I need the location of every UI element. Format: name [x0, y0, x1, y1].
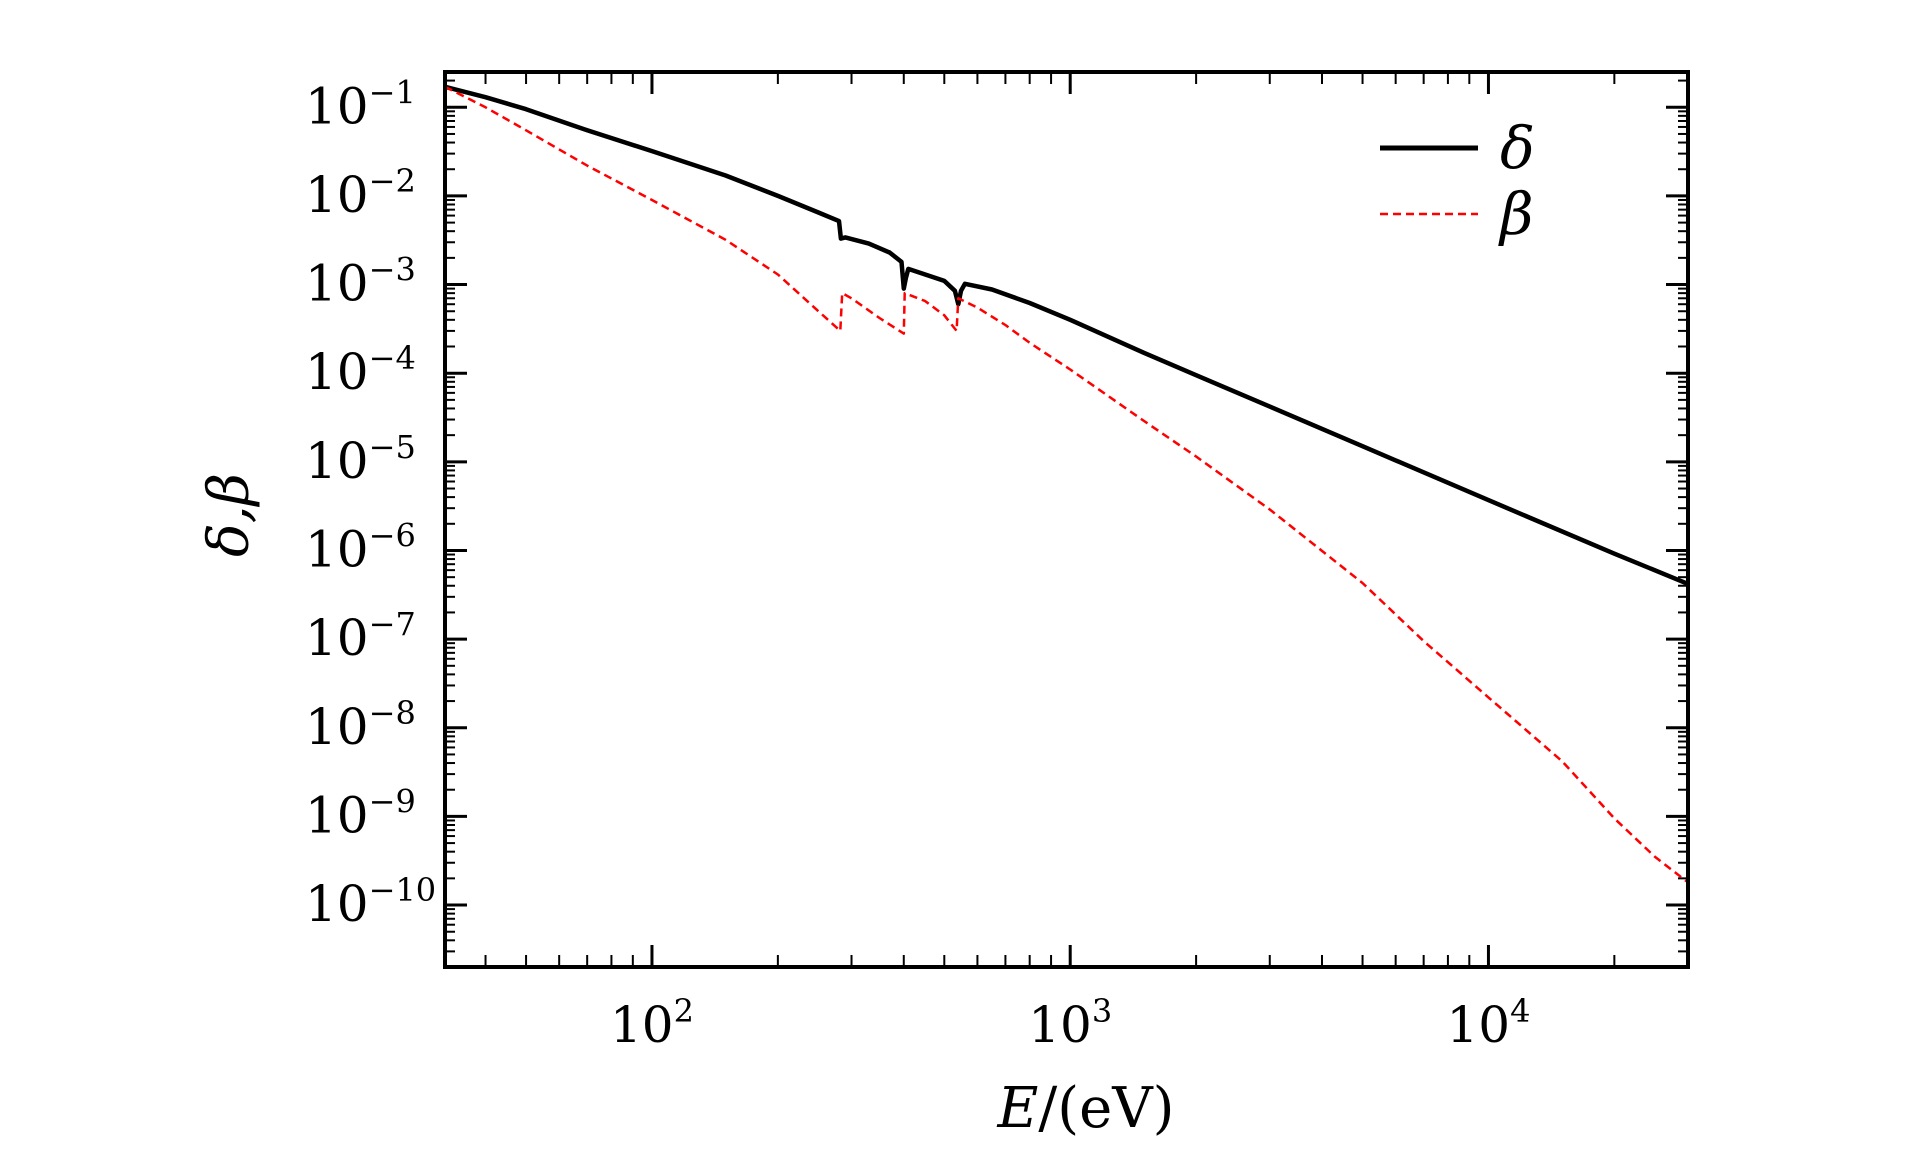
x-tick-exp-1: 3	[1092, 992, 1112, 1030]
x-axis-label: E/(eV)	[996, 1076, 1174, 1141]
x-axis-label-italic: E	[996, 1076, 1038, 1141]
x-axis-label-rest: /(eV)	[1038, 1076, 1174, 1141]
y-tick-exp-1: −2	[369, 162, 416, 200]
legend-label-delta: δ	[1500, 114, 1535, 182]
y-tick-labels: 10−110−210−310−410−510−610−710−810−910−1…	[305, 73, 436, 933]
y-tick-base-1: 10	[305, 166, 369, 224]
x-tick-labels: 102 103 104	[610, 992, 1530, 1054]
y-tick-exp-3: −4	[369, 339, 416, 377]
y-tick-label-0: 10−1	[305, 73, 416, 135]
y-tick-label-9: 10−10	[305, 871, 436, 933]
legend-label-beta: β	[1498, 180, 1534, 248]
y-tick-exp-7: −8	[369, 694, 416, 732]
y-tick-exp-5: −6	[369, 516, 416, 554]
series-line-1	[444, 85, 1689, 884]
y-tick-base-3: 10	[305, 343, 369, 401]
x-tick-base-1: 10	[1028, 996, 1092, 1054]
y-tick-base-5: 10	[305, 520, 369, 578]
x-tick-label-0: 102	[610, 992, 694, 1054]
y-tick-label-1: 10−2	[305, 162, 416, 224]
y-tick-label-4: 10−5	[305, 428, 416, 490]
x-tick-label-2: 104	[1446, 992, 1530, 1054]
x-tick-base-2: 10	[1446, 996, 1510, 1054]
y-tick-label-3: 10−4	[305, 339, 416, 401]
y-tick-exp-6: −7	[369, 605, 416, 643]
x-tick-base-0: 10	[610, 996, 674, 1054]
y-tick-base-8: 10	[305, 786, 369, 844]
y-tick-label-7: 10−8	[305, 694, 416, 756]
y-tick-label-5: 10−6	[305, 516, 416, 578]
y-tick-exp-9: −10	[369, 871, 437, 909]
y-tick-label-8: 10−9	[305, 782, 416, 844]
y-tick-exp-2: −3	[369, 251, 416, 289]
y-tick-exp-8: −9	[369, 782, 416, 820]
series-line-0	[444, 84, 1689, 586]
y-tick-base-0: 10	[305, 77, 369, 135]
y-tick-base-4: 10	[305, 432, 369, 490]
x-tick-exp-0: 2	[674, 992, 694, 1030]
y-tick-label-6: 10−7	[305, 605, 416, 667]
y-tick-exp-4: −5	[369, 428, 416, 466]
y-axis-label: δ,β	[197, 473, 262, 557]
x-tick-label-1: 103	[1028, 992, 1112, 1054]
y-tick-base-9: 10	[305, 875, 369, 933]
series-layer	[444, 84, 1689, 884]
y-tick-base-2: 10	[305, 255, 369, 313]
plot-frame	[443, 70, 1690, 969]
x-tick-exp-2: 4	[1510, 992, 1530, 1030]
major-ticks	[445, 72, 1688, 967]
y-tick-base-7: 10	[305, 698, 369, 756]
y-tick-exp-0: −1	[369, 73, 416, 111]
legend: δ β	[1380, 114, 1535, 248]
y-tick-base-6: 10	[305, 609, 369, 667]
y-tick-label-2: 10−3	[305, 251, 416, 313]
